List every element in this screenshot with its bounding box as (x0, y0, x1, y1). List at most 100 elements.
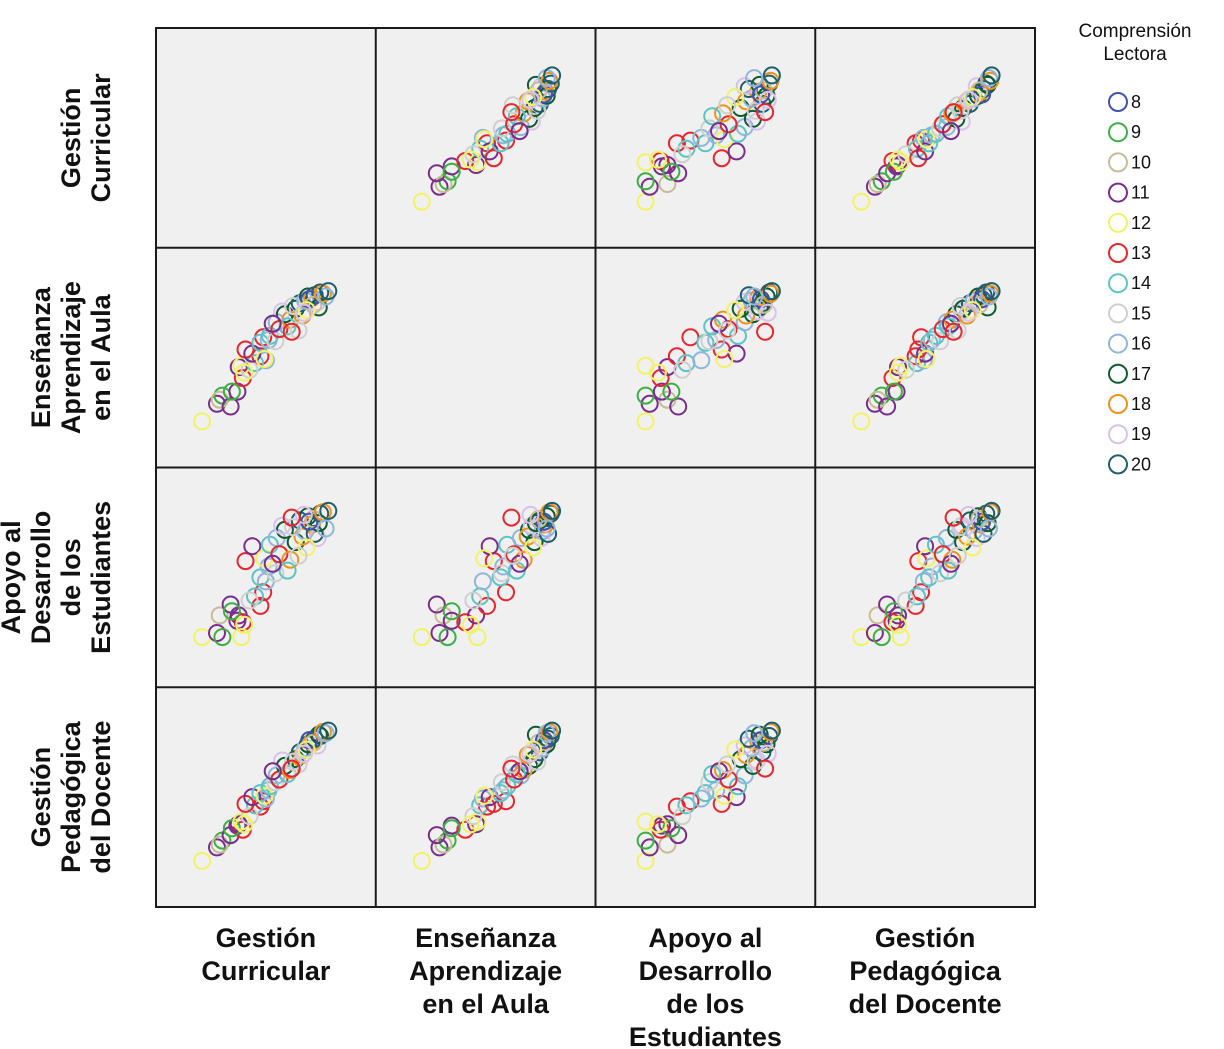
point-r3-c1-3 (434, 835, 453, 854)
row-label-2-line-2: de los (56, 538, 86, 616)
point-r2-c1-2 (438, 628, 457, 647)
point-r1-c2-9 (662, 382, 681, 401)
panel-r1-c3 (815, 247, 1035, 468)
point-r0-c3-16 (909, 149, 928, 168)
point-r2-c0-15 (235, 615, 254, 634)
panel-r2-c2 (595, 467, 816, 688)
point-r2-c0-32 (284, 518, 302, 537)
point-r1-c0-38 (305, 286, 324, 305)
point-r0-c1-44 (503, 96, 522, 115)
point-r3-c2-48 (745, 724, 764, 743)
point-r3-c0-15 (235, 815, 254, 834)
point-r0-c2-21 (729, 124, 747, 143)
point-r1-c3-14 (897, 360, 916, 379)
point-r2-c0-24 (270, 545, 289, 564)
col-label-0-line-0: Gestión (216, 923, 317, 953)
point-r2-c3-22 (931, 564, 950, 583)
point-r3-c0-17 (243, 788, 262, 807)
point-r2-c3-14 (897, 591, 916, 610)
legend-label-9: 9 (1131, 122, 1141, 142)
point-r2-c1-15 (461, 615, 480, 634)
col-label-3-line-1: Pedagógica (849, 956, 1002, 986)
point-r1-c2-0 (636, 412, 655, 431)
panel-r1-c0 (156, 247, 376, 468)
point-r0-c3-15 (889, 150, 907, 169)
point-r3-c1-15 (461, 815, 480, 834)
point-r2-c3-44 (948, 546, 967, 565)
point-r2-c0-3 (210, 606, 229, 625)
point-r0-c1-45 (521, 90, 540, 109)
point-r3-c2-13 (692, 789, 711, 808)
row-label-3-line-1: Pedagógica (56, 720, 86, 873)
point-r2-c3-13 (914, 572, 933, 591)
legend-marker-20 (1108, 454, 1128, 475)
point-r0-c1-9 (442, 162, 461, 181)
point-r1-c3-3 (868, 390, 887, 409)
point-r0-c1-42 (524, 88, 543, 107)
point-r1-c2-2 (636, 386, 655, 405)
point-r0-c2-32 (746, 101, 765, 120)
point-r0-c1-43 (510, 122, 529, 141)
point-r0-c3-22 (931, 119, 950, 138)
legend-label-13: 13 (1131, 243, 1151, 263)
point-r1-c3-9 (884, 382, 903, 401)
point-r0-c2-48 (745, 69, 764, 88)
point-r2-c3-49 (982, 501, 1001, 520)
point-r1-c2-46 (756, 322, 775, 341)
point-r0-c2-43 (710, 122, 728, 141)
point-r2-c1-42 (524, 538, 543, 557)
point-r3-c2-0 (636, 851, 655, 870)
legend-label-18: 18 (1131, 394, 1151, 414)
col-label-2-line-2: de los (666, 989, 744, 1019)
point-r3-c2-14 (673, 807, 692, 826)
row-label-3-line-0: Gestión (26, 747, 56, 848)
point-r0-c2-49 (762, 66, 781, 85)
point-r2-c3-3 (868, 606, 887, 625)
point-r1-c3-42 (963, 301, 982, 320)
point-r1-c2-49 (762, 282, 781, 301)
point-r1-c3-31 (939, 317, 958, 336)
point-r3-c2-22 (700, 773, 719, 792)
point-r3-c1-22 (492, 773, 511, 792)
point-r3-c2-4 (669, 826, 688, 845)
point-r2-c0-26 (281, 550, 300, 569)
point-r1-c2-48 (745, 287, 764, 306)
row-label-2-line-1: Desarrollo (26, 511, 56, 645)
point-r2-c0-2 (213, 628, 232, 647)
legend-marker-13 (1108, 243, 1128, 263)
point-r2-c3-7 (889, 606, 907, 625)
point-r1-c0-49 (319, 282, 338, 301)
matrix-grid-lines (155, 27, 1036, 908)
point-r1-c3-15 (889, 363, 907, 382)
legend-marker-9 (1108, 122, 1128, 143)
point-r1-c3-22 (931, 332, 950, 351)
point-r1-c0-20 (255, 350, 274, 368)
point-r0-c3-18 (920, 134, 939, 153)
legend-title-line-0: Comprensión (1079, 21, 1192, 42)
col-label-2-line-3: Estudiantes (629, 1022, 782, 1049)
point-r1-c3-6 (883, 369, 902, 387)
col-label-2-line-0: Apoyo al (648, 923, 762, 953)
point-r3-c2-12 (677, 796, 696, 815)
point-r2-c0-10 (232, 628, 251, 647)
point-r2-c1-44 (503, 546, 522, 565)
panel-r2-c3 (815, 467, 1035, 688)
point-r2-c3-12 (908, 587, 926, 606)
point-r0-c2-12 (677, 139, 696, 158)
point-r0-c2-24 (719, 115, 738, 134)
point-r2-c0-31 (278, 561, 297, 580)
point-r2-c1-20 (475, 549, 494, 568)
point-r0-c2-2 (636, 172, 655, 191)
point-r2-c1-0 (412, 628, 431, 647)
point-r3-c0-3 (210, 835, 229, 854)
point-r3-c0-0 (193, 851, 212, 870)
point-r0-c1-15 (461, 150, 480, 169)
point-r1-c0-15 (235, 363, 254, 382)
point-r0-c2-17 (727, 142, 746, 161)
point-r1-c2-15 (648, 363, 667, 382)
panel-r1-c2 (595, 247, 816, 468)
point-r1-c3-4 (878, 397, 897, 416)
legend-marker-14 (1108, 273, 1128, 294)
point-r3-c2-9 (662, 819, 681, 838)
